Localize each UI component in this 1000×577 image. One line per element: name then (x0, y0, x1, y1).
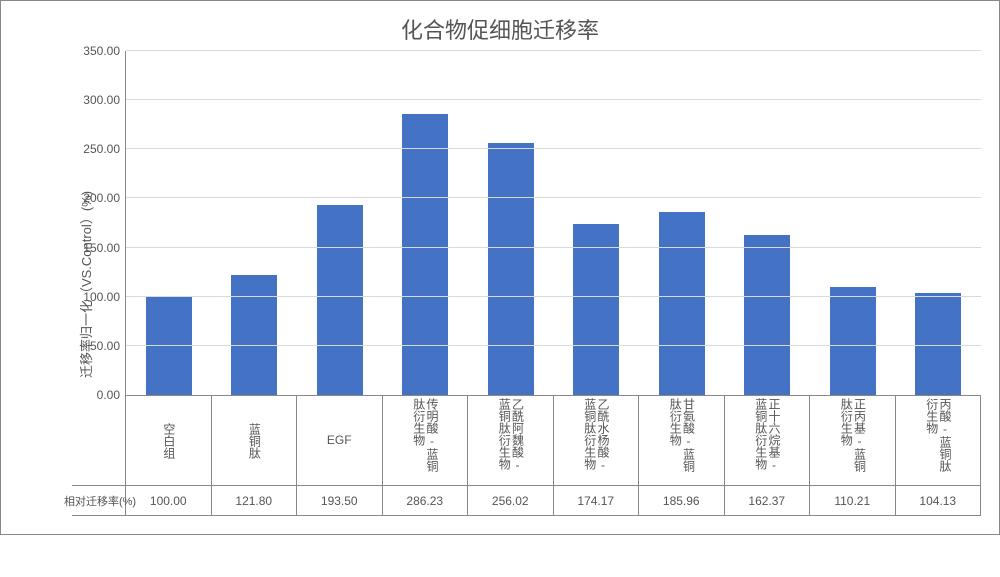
value-cell: 193.50 (297, 486, 383, 515)
value-cell: 110.21 (810, 486, 896, 515)
y-axis-label: 迁移率归一化（VS.Control）(%) (76, 283, 95, 284)
category-cell: 乙酰阿魏酸-蓝铜肽衍生物 (468, 396, 554, 485)
gridline (126, 99, 981, 100)
category-cell: 传明酸-蓝铜肽衍生物 (383, 396, 469, 485)
bar (231, 275, 277, 395)
value-cell: 104.13 (896, 486, 982, 515)
gridline (126, 148, 981, 149)
bar-slot (126, 51, 212, 395)
bar-slot (896, 51, 982, 395)
y-tick-label: 350.00 (83, 44, 126, 58)
value-cell: 256.02 (468, 486, 554, 515)
value-cell: 121.80 (212, 486, 298, 515)
bar-slot (383, 51, 469, 395)
gridline (126, 296, 981, 297)
gridline (126, 197, 981, 198)
gridline (126, 247, 981, 248)
y-tick-label: 300.00 (83, 93, 126, 107)
gridline (126, 345, 981, 346)
series-name: 相对迁移率(%) (64, 493, 136, 509)
y-tick-label: 200.00 (83, 191, 126, 205)
value-cell: 174.17 (554, 486, 640, 515)
bar (317, 205, 363, 395)
chart-title: 化合物促细胞迁移率 (1, 1, 999, 49)
bar (659, 212, 705, 395)
bar-slot (468, 51, 554, 395)
y-tick-label: 100.00 (83, 290, 126, 304)
row-label-series: 相对迁移率(%) (72, 486, 126, 516)
bar (402, 114, 448, 395)
gridline (126, 50, 981, 51)
bar (744, 235, 790, 395)
bar (146, 297, 192, 395)
value-cell: 100.00 (126, 486, 212, 515)
plot-wrap: 迁移率归一化（VS.Control）(%) 0.0050.00100.00150… (71, 51, 981, 516)
value-cell: 185.96 (639, 486, 725, 515)
bars-layer (126, 51, 981, 395)
y-tick-label: 250.00 (83, 142, 126, 156)
chart-container: 化合物促细胞迁移率 迁移率归一化（VS.Control）(%) 0.0050.0… (0, 0, 1000, 535)
value-cell: 162.37 (725, 486, 811, 515)
bar-slot (639, 51, 725, 395)
category-row: 空白组蓝铜肽EGF传明酸-蓝铜肽衍生物乙酰阿魏酸-蓝铜肽衍生物乙酰水杨酸-蓝铜肽… (126, 396, 981, 486)
category-cell: 正十六烷基-蓝铜肽衍生物 (725, 396, 811, 485)
category-cell: 甘氨酸-蓝铜肽衍生物 (639, 396, 725, 485)
y-tick-label: 50.00 (90, 339, 126, 353)
bar (573, 224, 619, 395)
category-cell: 乙酰水杨酸-蓝铜肽衍生物 (554, 396, 640, 485)
category-cell: EGF (297, 396, 383, 485)
bar-slot (554, 51, 640, 395)
row-label-empty (72, 396, 126, 486)
bar-slot (725, 51, 811, 395)
x-data-table: 相对迁移率(%) 空白组蓝铜肽EGF传明酸-蓝铜肽衍生物乙酰阿魏酸-蓝铜肽衍生物… (125, 396, 981, 516)
value-row: 100.00121.80193.50286.23256.02174.17185.… (126, 486, 981, 516)
bar-slot (212, 51, 298, 395)
y-tick-label: 150.00 (83, 241, 126, 255)
value-cell: 286.23 (383, 486, 469, 515)
category-cell: 丙酸-蓝铜肽衍生物 (896, 396, 982, 485)
bar-slot (810, 51, 896, 395)
bar (488, 143, 534, 395)
bar (830, 287, 876, 395)
bar (915, 293, 961, 395)
plot-area: 0.0050.00100.00150.00200.00250.00300.003… (125, 51, 981, 396)
category-cell: 正丙基-蓝铜肽衍生物 (810, 396, 896, 485)
row-label-box: 相对迁移率(%) (72, 396, 126, 516)
bar-slot (297, 51, 383, 395)
category-cell: 空白组 (126, 396, 212, 485)
category-cell: 蓝铜肽 (212, 396, 298, 485)
